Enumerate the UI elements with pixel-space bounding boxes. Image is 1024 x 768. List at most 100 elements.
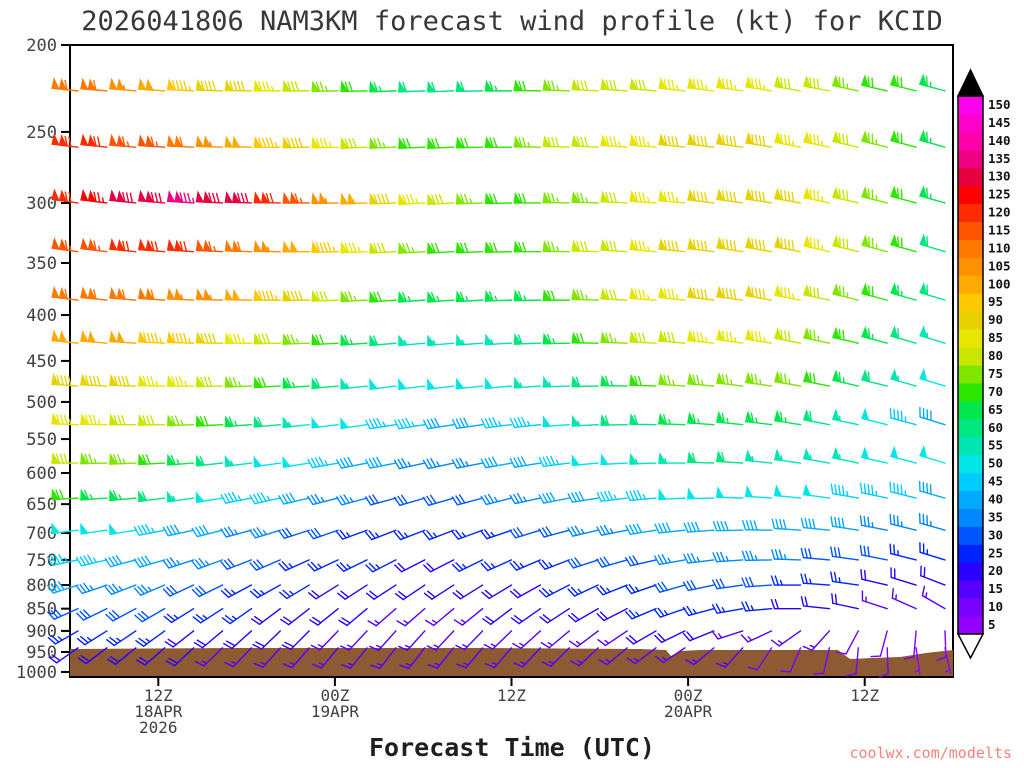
wind-barb bbox=[770, 598, 802, 610]
wind-barb bbox=[369, 334, 397, 347]
wind-barb bbox=[687, 451, 715, 464]
colorbar-cell bbox=[958, 221, 983, 240]
wind-barb bbox=[832, 369, 859, 387]
wind-barb bbox=[600, 190, 628, 204]
wind-barb bbox=[740, 630, 773, 643]
wind-barb bbox=[571, 375, 599, 388]
colorbar-cell bbox=[958, 544, 983, 563]
wind-barb bbox=[919, 282, 946, 301]
wind-barb bbox=[422, 494, 455, 506]
wind-barb bbox=[571, 239, 599, 253]
wind-barb bbox=[220, 584, 253, 598]
wind-barb bbox=[195, 78, 224, 92]
wind-barb bbox=[393, 458, 426, 470]
colorbar-cell bbox=[958, 562, 983, 581]
colorbar-cell bbox=[958, 131, 983, 151]
wind-barb bbox=[571, 190, 599, 204]
wind-barb bbox=[455, 290, 484, 303]
wind-barb bbox=[137, 238, 166, 253]
colorbar-label: 95 bbox=[988, 294, 1003, 309]
wind-barb bbox=[484, 79, 513, 92]
wind-barb bbox=[509, 584, 542, 599]
wind-barb bbox=[481, 584, 513, 600]
wind-barb bbox=[279, 584, 310, 600]
wind-barb bbox=[47, 554, 79, 567]
wind-barb bbox=[282, 456, 310, 468]
wind-barb bbox=[831, 408, 859, 426]
wind-barb bbox=[596, 556, 628, 568]
colorbar-label: 50 bbox=[988, 456, 1003, 471]
wind-barb bbox=[80, 522, 108, 535]
wind-barb bbox=[596, 607, 628, 622]
wind-barb bbox=[398, 630, 426, 651]
wind-barb bbox=[398, 290, 426, 303]
wind-barb bbox=[251, 607, 281, 626]
wind-barb bbox=[509, 527, 542, 539]
wind-barb bbox=[253, 289, 281, 301]
wind-barb bbox=[51, 412, 79, 426]
wind-barb bbox=[278, 559, 310, 572]
wind-barb bbox=[422, 417, 455, 430]
wind-barb bbox=[166, 374, 195, 387]
wind-barb bbox=[51, 237, 79, 253]
wind-barb bbox=[861, 130, 888, 148]
wind-barb bbox=[542, 191, 570, 204]
wind-barb bbox=[48, 647, 79, 664]
wind-barb bbox=[538, 584, 570, 598]
colorbar-under-arrow bbox=[956, 633, 985, 660]
wind-barb bbox=[137, 78, 166, 92]
wind-barb bbox=[109, 133, 137, 148]
wind-barb bbox=[307, 559, 339, 572]
wind-barb bbox=[878, 647, 889, 678]
wind-barb bbox=[75, 554, 108, 567]
watermark-link[interactable]: coolwx.com/modelts bbox=[849, 744, 1012, 762]
wind-barb bbox=[76, 630, 108, 646]
colorbar-label: 110 bbox=[988, 240, 1011, 255]
wind-barb bbox=[253, 647, 281, 668]
wind-barb bbox=[512, 630, 542, 650]
wind-barb bbox=[307, 527, 339, 540]
wind-barb bbox=[393, 529, 426, 541]
wind-barb bbox=[687, 188, 715, 204]
colorbar-cell bbox=[958, 113, 983, 133]
wind-barb bbox=[861, 407, 888, 426]
wind-barb bbox=[682, 630, 715, 642]
wind-barb bbox=[712, 520, 744, 532]
wind-barb bbox=[364, 494, 397, 506]
wind-barb bbox=[224, 135, 253, 148]
wind-barb bbox=[427, 647, 455, 669]
colorbar-cell bbox=[958, 257, 983, 276]
colorbar-label: 30 bbox=[988, 527, 1003, 542]
wind-barb bbox=[137, 189, 166, 204]
wind-barb bbox=[830, 571, 859, 586]
wind-barb bbox=[803, 131, 831, 148]
wind-barb bbox=[802, 75, 831, 92]
wind-barb bbox=[774, 131, 802, 148]
wind-barb bbox=[339, 630, 368, 651]
colorbar-cell bbox=[958, 616, 983, 635]
wind-barb bbox=[654, 630, 686, 644]
wind-barb bbox=[567, 525, 599, 537]
wind-barb bbox=[249, 559, 281, 571]
wind-barb bbox=[453, 607, 484, 626]
wind-barb bbox=[745, 236, 773, 253]
x-tick-label: 18APR bbox=[134, 702, 183, 721]
wind-barb bbox=[890, 234, 917, 253]
wind-barb bbox=[716, 132, 744, 148]
wind-barb bbox=[890, 185, 917, 204]
wind-barb bbox=[570, 647, 599, 667]
wind-barb bbox=[427, 378, 455, 391]
wind-barb bbox=[513, 135, 542, 148]
wind-barb bbox=[846, 647, 859, 677]
wind-barb bbox=[571, 331, 599, 344]
wind-barb bbox=[889, 73, 917, 92]
wind-barb bbox=[224, 239, 253, 253]
wind-barb bbox=[598, 647, 628, 666]
terrain-profile bbox=[70, 648, 953, 676]
wind-barb bbox=[629, 452, 657, 465]
wind-barb bbox=[513, 332, 542, 345]
wind-barb bbox=[337, 584, 368, 600]
wind-barb bbox=[629, 374, 657, 387]
wind-barb bbox=[745, 75, 773, 92]
wind-barb bbox=[80, 329, 108, 344]
